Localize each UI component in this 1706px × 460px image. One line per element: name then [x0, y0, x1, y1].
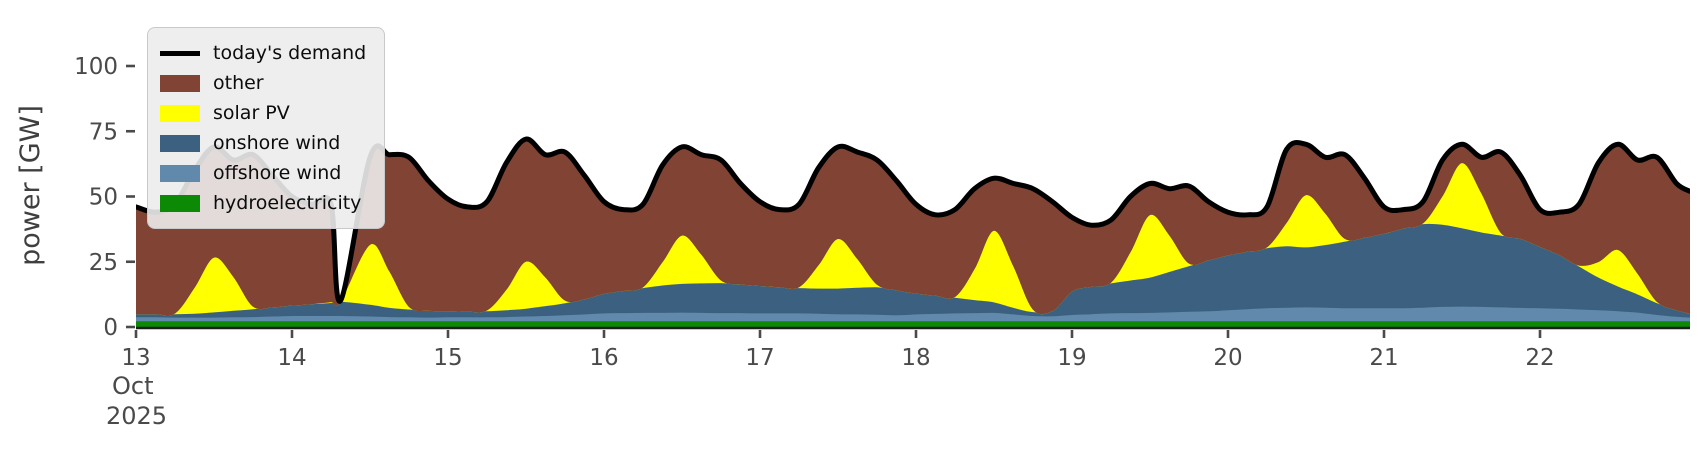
y-axis-label: power [GW] — [14, 104, 46, 266]
legend-label-solar: solar PV — [213, 102, 290, 124]
y-tick-label: 75 — [89, 119, 118, 145]
demand-line-swatch — [160, 50, 200, 56]
x-axis-month-label: Oct — [112, 372, 154, 400]
y-tick-label: 50 — [89, 185, 118, 211]
legend-item-demand: today's demand — [160, 38, 366, 68]
hydroelectricity-swatch — [160, 194, 200, 212]
x-tick-label: 15 — [433, 345, 462, 371]
area-hydroelectricity — [136, 320, 1690, 328]
x-tick-label: 18 — [901, 345, 930, 371]
x-tick-label: 22 — [1525, 345, 1554, 371]
legend-item-solar: solar PV — [160, 98, 366, 128]
legend-item-hydro: hydroelectricity — [160, 188, 366, 218]
legend-label-demand: today's demand — [213, 42, 367, 64]
legend-label-onshore-wind: onshore wind — [213, 132, 341, 154]
x-tick-label: 16 — [589, 345, 618, 371]
x-tick-label: 20 — [1213, 345, 1242, 371]
axes: 0 25 50 75 100 13 14 15 16 17 18 19 20 21 22 — [74, 54, 1690, 371]
legend-item-onshore-wind: onshore wind — [160, 128, 366, 158]
legend-item-other: other — [160, 68, 366, 98]
x-tick-label: 17 — [745, 345, 774, 371]
y-tick-label: 0 — [103, 315, 118, 341]
legend-item-offshore-wind: offshore wind — [160, 158, 366, 188]
x-tick-label: 13 — [121, 345, 150, 371]
legend-label-other: other — [213, 72, 264, 94]
offshore-wind-swatch — [160, 164, 200, 182]
solar-swatch — [160, 104, 200, 122]
legend-label-offshore-wind: offshore wind — [213, 162, 342, 184]
legend: today's demand other solar PV onshore wi… — [147, 27, 386, 229]
onshore-wind-swatch — [160, 134, 200, 152]
x-axis-year-label: 2025 — [106, 402, 168, 430]
x-tick-label: 19 — [1057, 345, 1086, 371]
y-tick-label: 25 — [89, 250, 118, 276]
y-axis-label-wrap: power [GW] — [8, 0, 52, 370]
stacked-areas — [136, 138, 1690, 328]
y-tick-label: 100 — [74, 54, 118, 80]
x-tick-label: 14 — [277, 345, 306, 371]
other-swatch — [160, 74, 200, 92]
x-tick-label: 21 — [1369, 345, 1398, 371]
legend-label-hydro: hydroelectricity — [213, 192, 362, 214]
